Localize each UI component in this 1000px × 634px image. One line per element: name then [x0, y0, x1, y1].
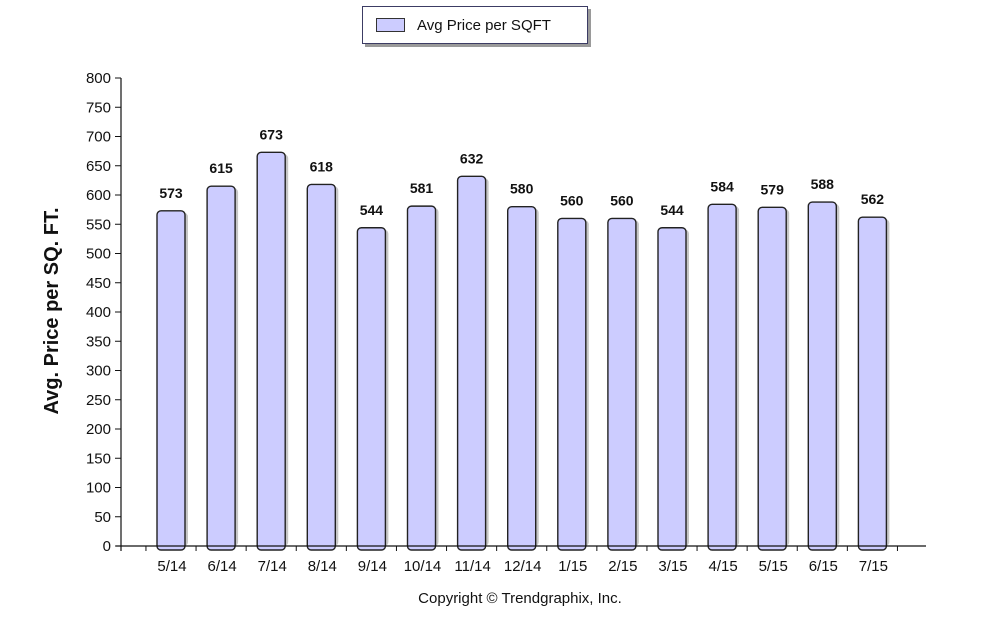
data-label: 544 — [360, 202, 384, 218]
bar — [406, 205, 437, 551]
bar — [456, 175, 487, 551]
y-tick-label: 800 — [86, 70, 111, 87]
axes-layer: 5/14 6/14 7/14 8/14 9/14 10/14 11/14 12/14 1/15 2… — [86, 70, 926, 575]
x-tick-label: 5/14 — [157, 558, 186, 575]
data-label: 573 — [159, 185, 183, 201]
x-tick-label: 8/14 — [308, 558, 337, 575]
data-label: 579 — [761, 181, 785, 197]
x-tick-label: 5/15 — [759, 558, 788, 575]
x-tick-label: 9/14 — [358, 558, 387, 575]
data-label: 562 — [861, 191, 885, 207]
y-tick-label: 100 — [86, 480, 111, 497]
legend-label: Avg Price per SQFT — [417, 17, 551, 34]
x-tick-label: 6/14 — [207, 558, 236, 575]
x-tick-label: 11/14 — [454, 558, 490, 575]
y-tick-label: 400 — [86, 304, 111, 321]
y-tick-label: 50 — [94, 509, 111, 526]
bar — [607, 217, 637, 551]
bar — [557, 217, 587, 551]
copyright-text: Copyright © Trendgraphix, Inc. — [418, 590, 622, 607]
x-tick-label: 2/15 — [608, 558, 637, 575]
bar — [206, 185, 236, 551]
x-tick-label: 6/15 — [809, 558, 838, 575]
x-tick-label: 10/14 — [404, 558, 442, 575]
bar — [306, 183, 336, 551]
bar — [507, 205, 537, 551]
y-tick-label: 150 — [86, 450, 111, 467]
y-tick-label: 300 — [86, 363, 111, 380]
bar — [256, 151, 286, 551]
x-tick-label: 7/15 — [859, 558, 888, 575]
y-tick-label: 600 — [86, 187, 111, 204]
y-tick-label: 650 — [86, 158, 111, 175]
bar — [356, 227, 387, 551]
bar — [757, 206, 787, 551]
bar — [807, 201, 837, 551]
bar — [156, 210, 186, 551]
y-tick-label: 750 — [86, 99, 111, 116]
y-tick-label: 550 — [86, 216, 111, 233]
data-label: 588 — [811, 176, 835, 192]
bar — [707, 203, 737, 551]
y-tick-label: 250 — [86, 392, 111, 409]
x-tick-label: 3/15 — [658, 558, 687, 575]
y-tick-label: 450 — [86, 275, 111, 292]
x-tick-label: 7/14 — [258, 558, 287, 575]
data-label: 560 — [560, 192, 584, 208]
bar — [857, 216, 888, 551]
bars-layer: 573 615 673 618 544 581 632 580 560 560 544 584 579 5… — [156, 126, 890, 551]
data-label: 615 — [209, 160, 233, 176]
x-tick-label: 1/15 — [558, 558, 587, 575]
data-label: 632 — [460, 150, 484, 166]
y-tick-label: 350 — [86, 333, 111, 350]
legend: Avg Price per SQFT — [362, 6, 588, 44]
legend-swatch — [376, 18, 405, 32]
data-label: 584 — [710, 178, 734, 194]
y-tick-label: 500 — [86, 246, 111, 263]
data-label: 560 — [610, 192, 634, 208]
x-tick-label: 4/15 — [708, 558, 737, 575]
data-label: 581 — [410, 180, 434, 196]
data-label: 673 — [260, 126, 284, 142]
y-tick-label: 0 — [103, 538, 111, 555]
y-axis-label: Avg. Price per SQ. FT. — [41, 207, 63, 414]
data-label: 544 — [660, 202, 684, 218]
data-label: 580 — [510, 181, 534, 197]
y-tick-label: 200 — [86, 421, 111, 438]
data-label: 618 — [310, 158, 334, 174]
x-tick-label: 12/14 — [504, 558, 542, 575]
y-tick-label: 700 — [86, 129, 111, 146]
bar — [657, 227, 687, 551]
